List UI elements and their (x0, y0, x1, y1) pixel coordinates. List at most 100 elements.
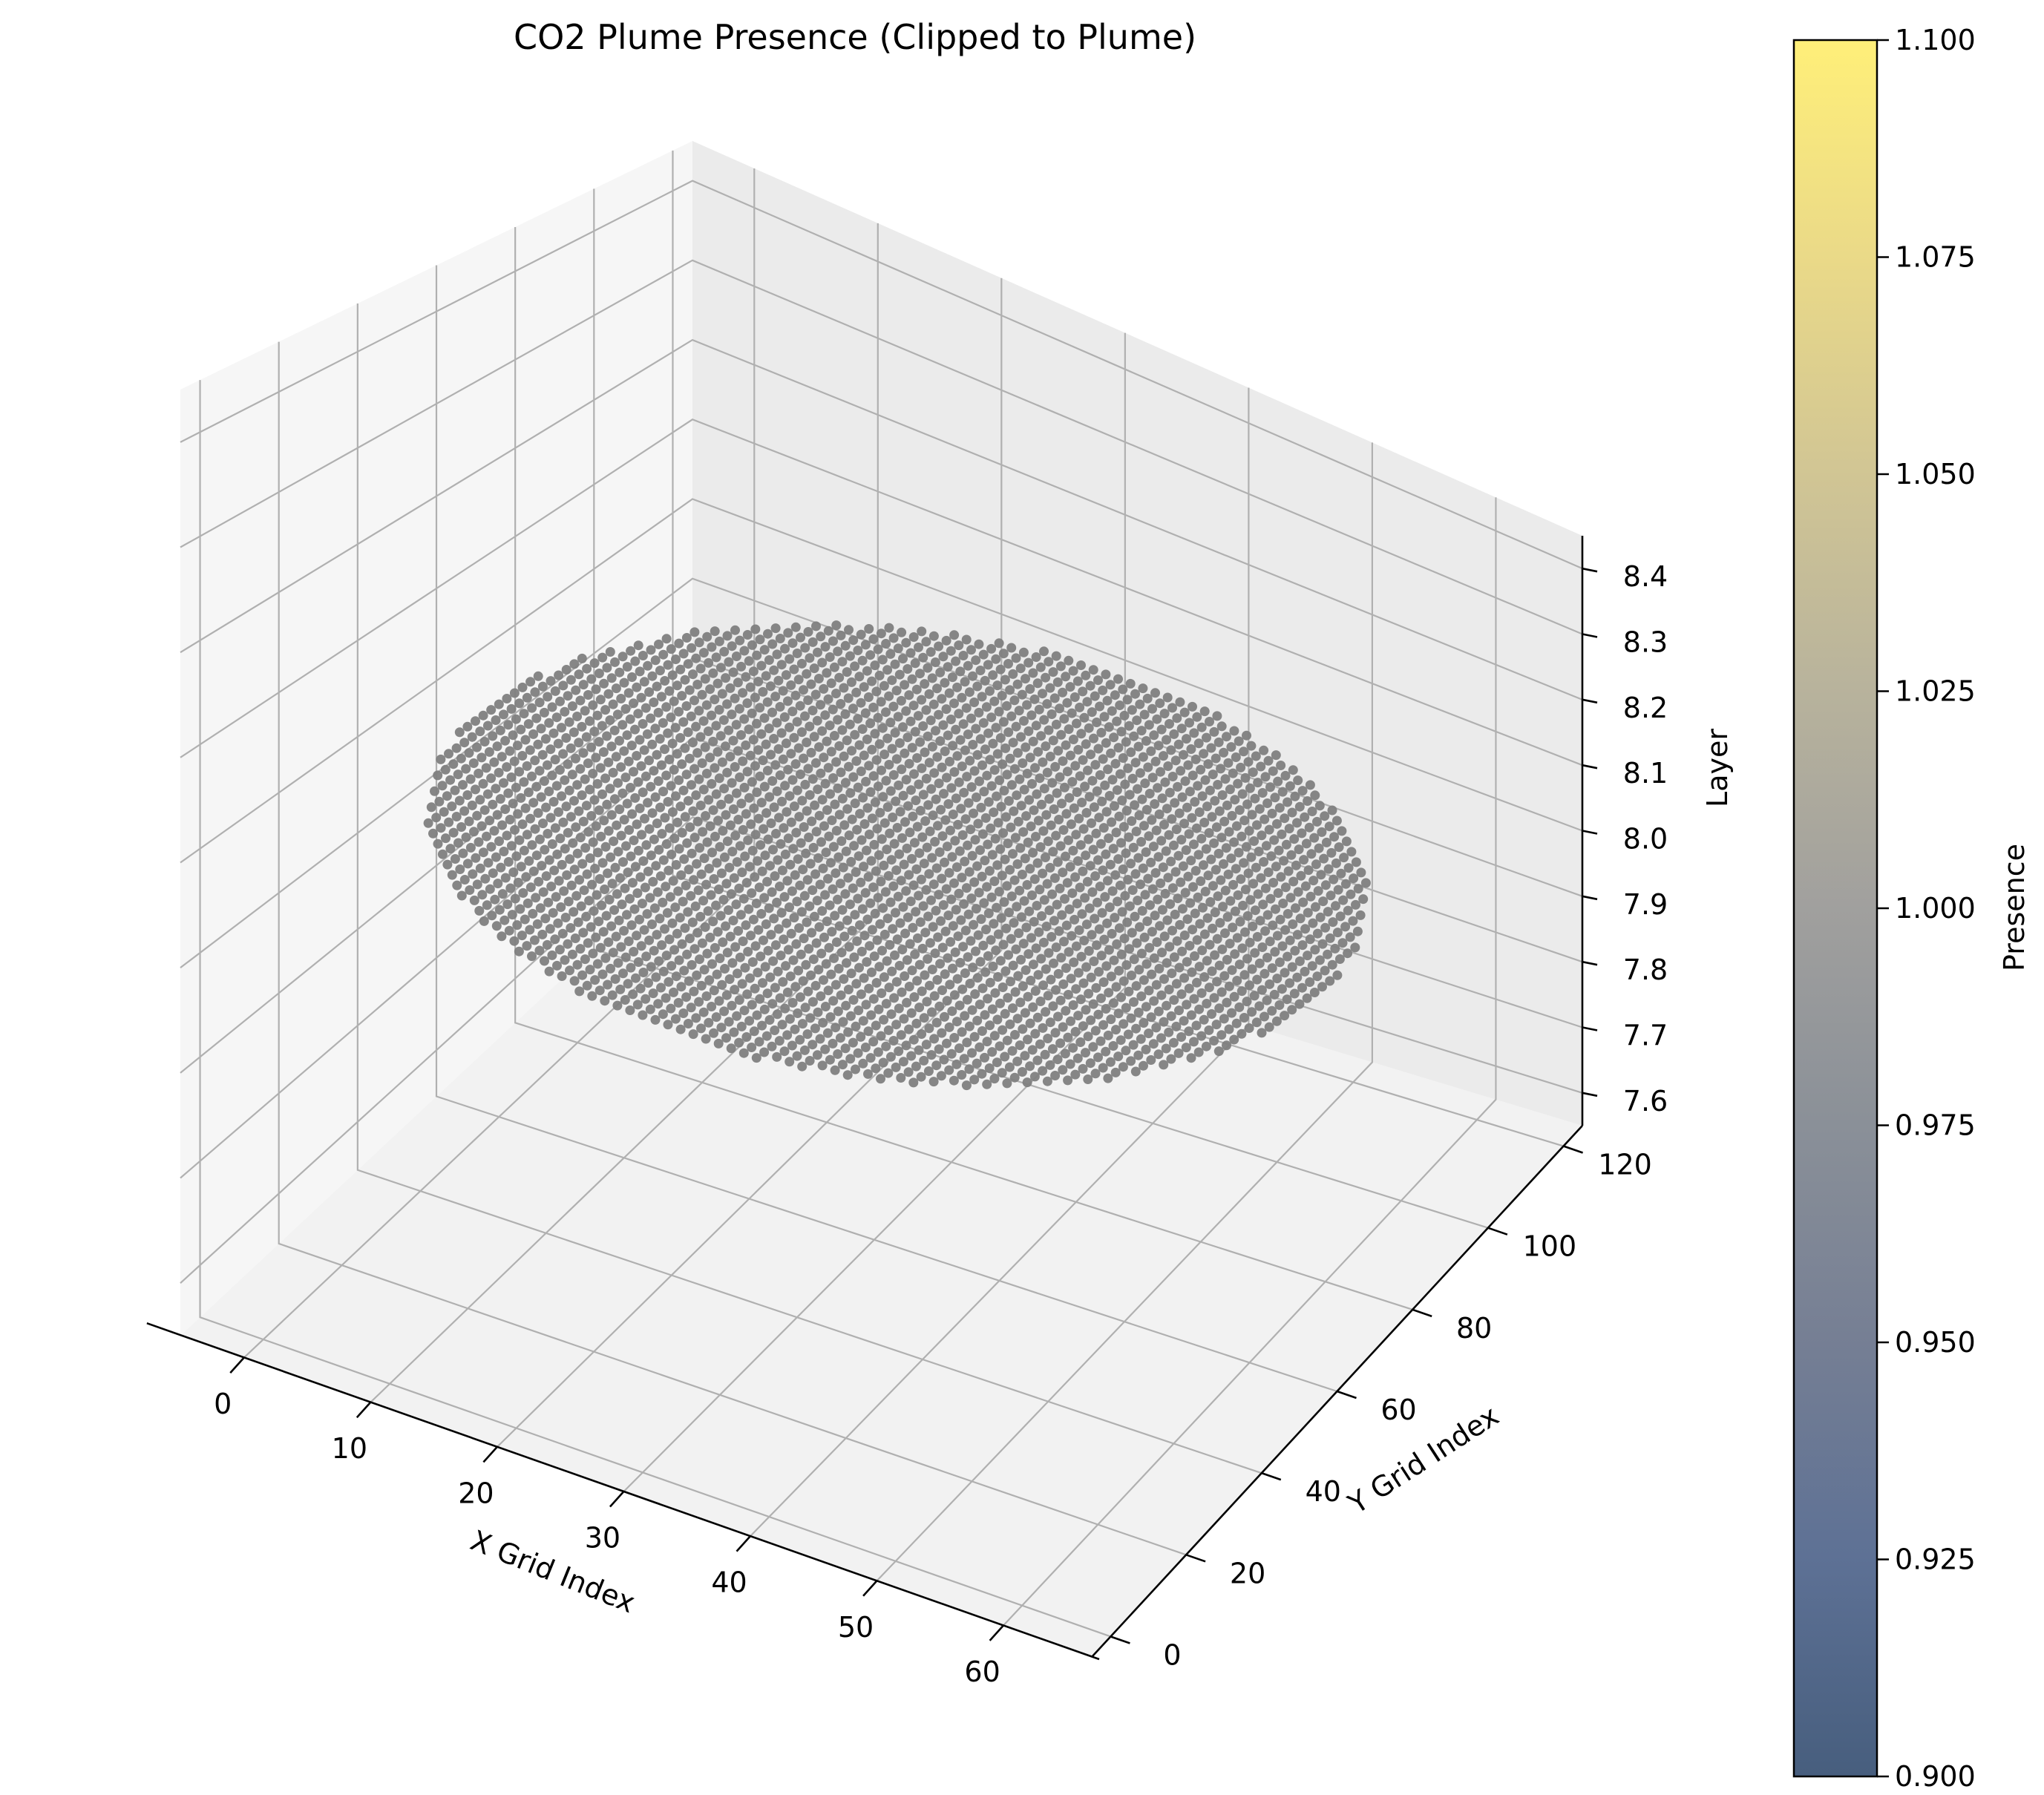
plume-point (603, 826, 614, 836)
plume-point (1127, 816, 1137, 826)
plume-point (1142, 693, 1153, 703)
plume-point (1002, 1035, 1012, 1046)
plume-point (961, 634, 972, 645)
plume-point (1297, 982, 1307, 993)
plume-point (997, 870, 1007, 881)
plume-point (990, 988, 1000, 998)
plume-point (1206, 854, 1216, 864)
plume-point (1058, 867, 1068, 878)
plume-point (1180, 776, 1190, 787)
plume-point (1012, 859, 1023, 869)
plume-point (1199, 972, 1210, 982)
plume-point (967, 1048, 977, 1058)
plume-point (1300, 881, 1311, 891)
plume-point (920, 679, 930, 689)
plume-point (870, 797, 880, 807)
plume-point (734, 1037, 744, 1048)
plume-point (1067, 777, 1078, 787)
plume-point (574, 875, 585, 885)
plume-point (931, 1060, 942, 1071)
plume-point (1166, 1011, 1176, 1021)
plume-point (635, 803, 645, 813)
plume-point (816, 768, 826, 778)
plume-point (573, 917, 583, 928)
plume-point (531, 713, 542, 723)
plume-point (1196, 1031, 1207, 1041)
plume-point (918, 901, 928, 911)
plume-point (896, 1073, 906, 1083)
plume-point (1048, 1001, 1058, 1011)
plume-point (822, 736, 832, 746)
plume-point (784, 722, 795, 732)
plume-point (563, 827, 573, 838)
plume-point (1236, 762, 1246, 772)
plume-point (841, 1000, 851, 1011)
plume-point (1059, 714, 1070, 724)
plume-point (1083, 1074, 1093, 1084)
plume-point (1317, 827, 1327, 837)
plume-point (1179, 931, 1190, 940)
plume-point (475, 726, 485, 737)
plume-point (1136, 948, 1147, 959)
plume-point (1101, 738, 1111, 748)
plume-point (1041, 741, 1051, 752)
plume-point (1006, 822, 1016, 833)
plume-point (565, 854, 575, 864)
plume-point (952, 682, 963, 692)
plume-point (904, 1024, 914, 1034)
plume-point (1252, 932, 1262, 942)
plume-point (715, 841, 725, 852)
plume-point (622, 662, 632, 672)
plume-point (817, 906, 828, 916)
plume-point (741, 878, 752, 888)
plume-point (618, 788, 628, 798)
z-tick-label: 7.9 (1623, 888, 1668, 921)
plume-point (1038, 1066, 1048, 1076)
plume-point (494, 767, 504, 778)
plume-point (1008, 1003, 1018, 1014)
plume-point (1023, 657, 1034, 668)
plume-point (1211, 864, 1221, 875)
plume-point (1102, 918, 1113, 928)
plume-point (1062, 878, 1072, 888)
plume-point (824, 831, 834, 841)
plume-point (708, 916, 718, 927)
plume-point (931, 905, 941, 916)
plume-point (817, 795, 828, 805)
plume-point (705, 932, 715, 942)
plume-point (1152, 714, 1162, 724)
plume-point (945, 756, 954, 767)
plume-point (943, 953, 953, 963)
plume-point (1046, 974, 1056, 985)
plume-point (952, 974, 963, 984)
plume-point (863, 872, 874, 882)
z-tick-label: 7.8 (1623, 954, 1668, 986)
plume-point (471, 716, 480, 726)
plume-point (1119, 710, 1130, 721)
plume-point (770, 1026, 780, 1035)
plume-point (904, 758, 914, 769)
plume-point (810, 1023, 820, 1034)
plume-point (874, 962, 885, 972)
plume-point (1136, 837, 1147, 847)
plume-point (1182, 734, 1191, 744)
plume-point (906, 1051, 917, 1061)
plume-point (1230, 795, 1240, 805)
plume-point (712, 858, 722, 868)
plume-point (921, 885, 931, 895)
plume-point (571, 822, 581, 833)
plume-point (1129, 731, 1139, 741)
plume-point (803, 695, 813, 706)
plume-point (676, 870, 687, 880)
plume-point (1110, 758, 1121, 769)
plume-point (1148, 841, 1159, 852)
colorbar-tick-label: 1.000 (1895, 892, 1976, 925)
plume-point (452, 880, 462, 890)
plume-point (881, 707, 891, 718)
plume-point (1139, 932, 1150, 942)
plume-point (1080, 893, 1090, 903)
plume-point (478, 778, 488, 789)
plume-point (754, 1037, 764, 1047)
plume-point (623, 867, 633, 878)
plume-point (1059, 936, 1069, 947)
